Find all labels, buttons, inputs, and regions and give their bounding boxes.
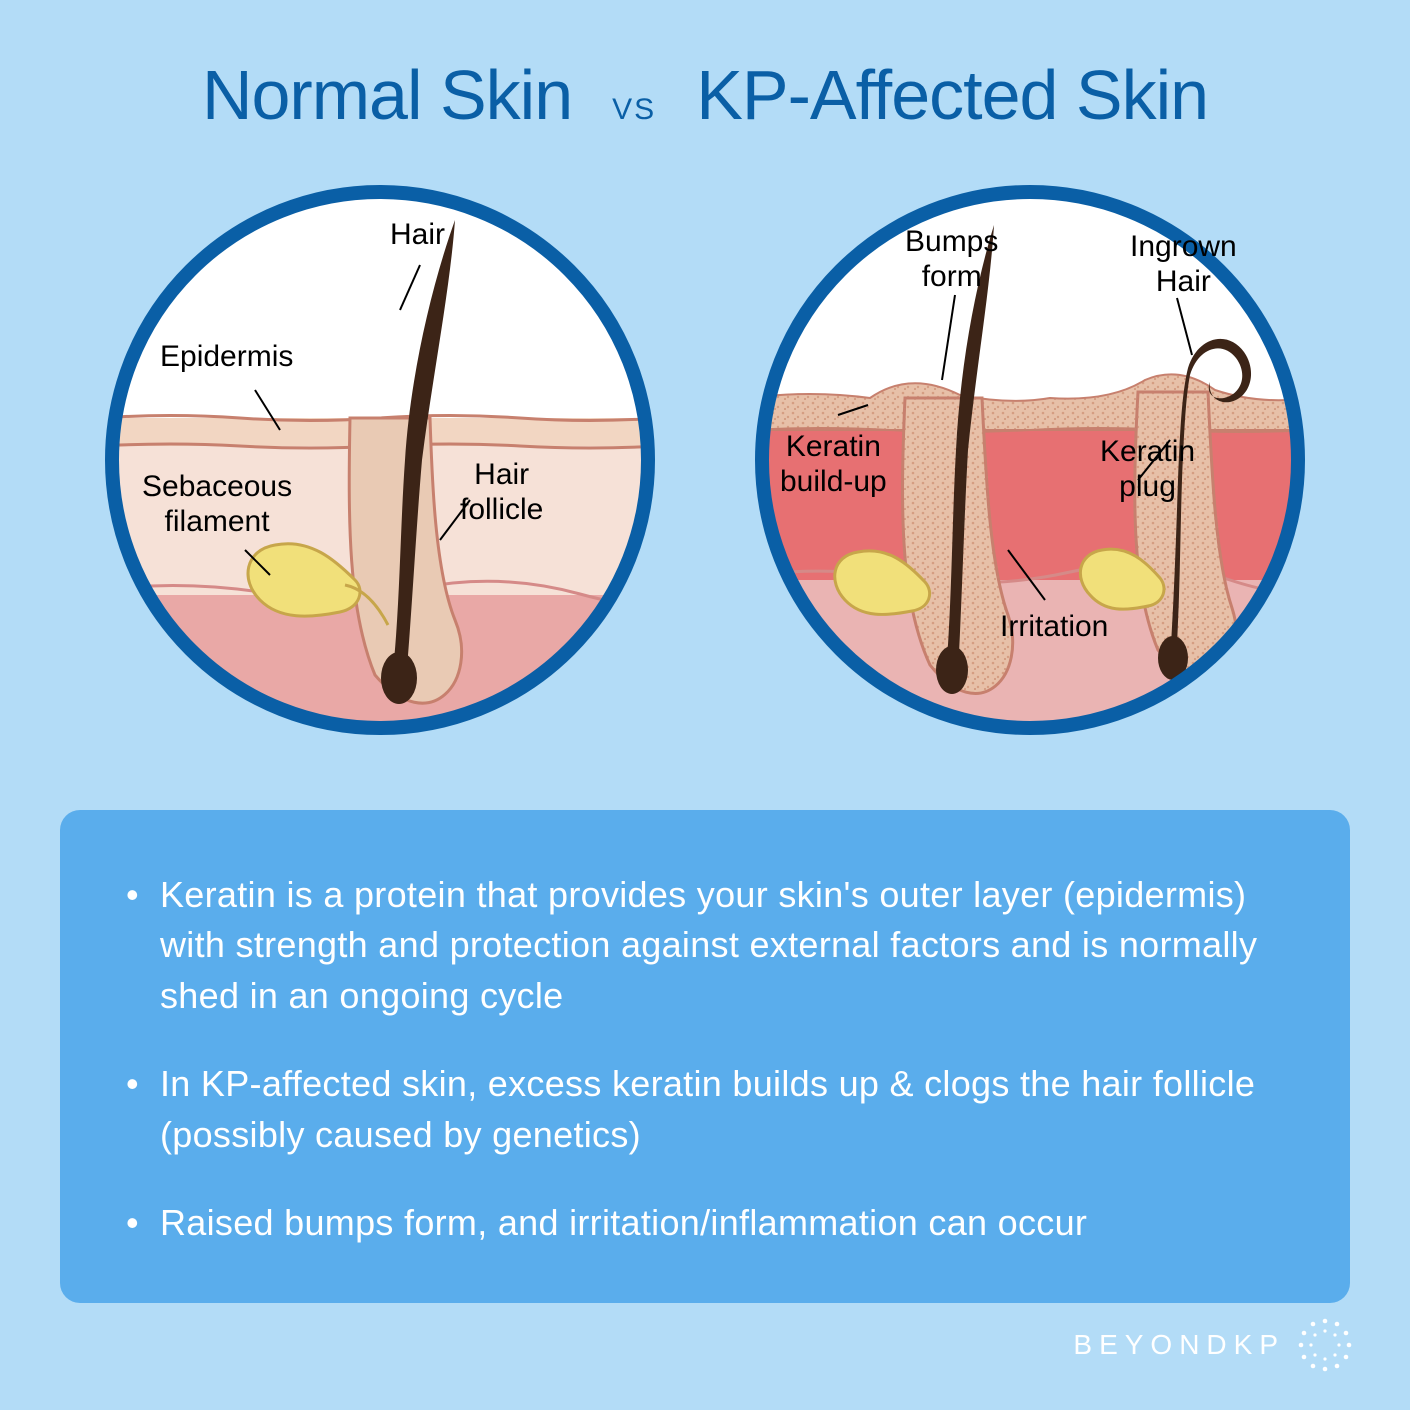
label-follicle: Hair follicle [460, 458, 543, 527]
header: Normal Skin VS KP-Affected Skin [0, 0, 1410, 135]
normal-skin-svg [100, 180, 660, 740]
label-epidermis: Epidermis [160, 340, 293, 375]
logo-text: BEYONDKP [1073, 1329, 1285, 1361]
diagrams-row: Hair Epidermis Sebaceous filament Hair f… [0, 180, 1410, 740]
vs-label: VS [612, 93, 656, 127]
label-plug: Keratin plug [1100, 435, 1195, 504]
bullet-2: In KP-affected skin, excess keratin buil… [120, 1059, 1290, 1160]
normal-skin-diagram: Hair Epidermis Sebaceous filament Hair f… [100, 180, 660, 740]
info-box: Keratin is a protein that provides your … [60, 810, 1350, 1303]
bullet-1: Keratin is a protein that provides your … [120, 870, 1290, 1021]
info-list: Keratin is a protein that provides your … [120, 870, 1290, 1248]
logo-beyond: BEYOND [1073, 1329, 1233, 1360]
bullet-3: Raised bumps form, and irritation/inflam… [120, 1198, 1290, 1248]
label-buildup: Keratin build-up [780, 430, 887, 499]
logo-kp: KP [1234, 1329, 1285, 1360]
kp-skin-diagram: Bumps form Ingrown Hair Keratin build-up… [750, 180, 1310, 740]
title-normal-skin: Normal Skin [202, 55, 572, 135]
label-hair: Hair [390, 218, 445, 253]
logo-dots-icon [1295, 1315, 1355, 1375]
label-bumps: Bumps form [905, 225, 998, 294]
logo: BEYONDKP [1073, 1315, 1355, 1375]
label-irritation: Irritation [1000, 610, 1108, 645]
title-kp-skin: KP-Affected Skin [696, 55, 1208, 135]
label-ingrown: Ingrown Hair [1130, 230, 1237, 299]
label-sebaceous: Sebaceous filament [142, 470, 292, 539]
